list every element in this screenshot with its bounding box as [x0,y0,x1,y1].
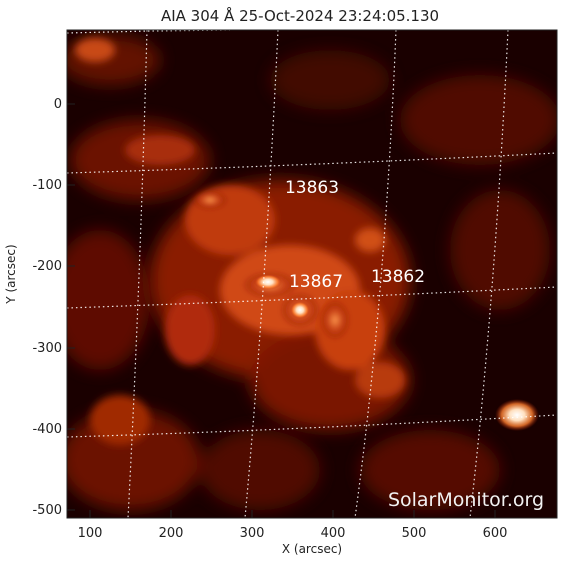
y-tick-label: -200 [32,259,62,274]
x-tick-label: 600 [483,526,508,541]
y-tick-label: -300 [32,341,62,356]
y-axis-label: Y (arcsec) [4,244,18,304]
x-axis [89,510,496,518]
x-tick-label: 200 [159,526,184,541]
y-tick-label: -400 [32,422,62,437]
image-title: AIA 304 Å 25-Oct-2024 23:24:05.130 [161,6,439,25]
plot-frame [66,29,558,519]
x-tick-label: 400 [321,526,346,541]
active-region-label: 13863 [285,178,339,198]
active-region-label: 13862 [371,267,425,287]
y-tick-label: -100 [32,178,62,193]
y-tick-label: 0 [54,97,62,112]
watermark: SolarMonitor.org [388,489,544,511]
x-tick-label: 100 [78,526,103,541]
y-tick-label: -500 [32,503,62,518]
x-axis-label: X (arcsec) [282,542,342,556]
x-tick-label: 500 [402,526,427,541]
y-tick-labels: 0 -100 -200 -300 -400 -500 [32,97,62,518]
active-region-labels: 13863 13867 13862 [285,178,425,292]
solar-image [67,30,557,518]
y-axis [67,103,75,511]
x-tick-labels: 100 200 300 400 500 600 [78,526,508,541]
x-tick-label: 300 [240,526,265,541]
active-region-label: 13867 [289,272,343,292]
